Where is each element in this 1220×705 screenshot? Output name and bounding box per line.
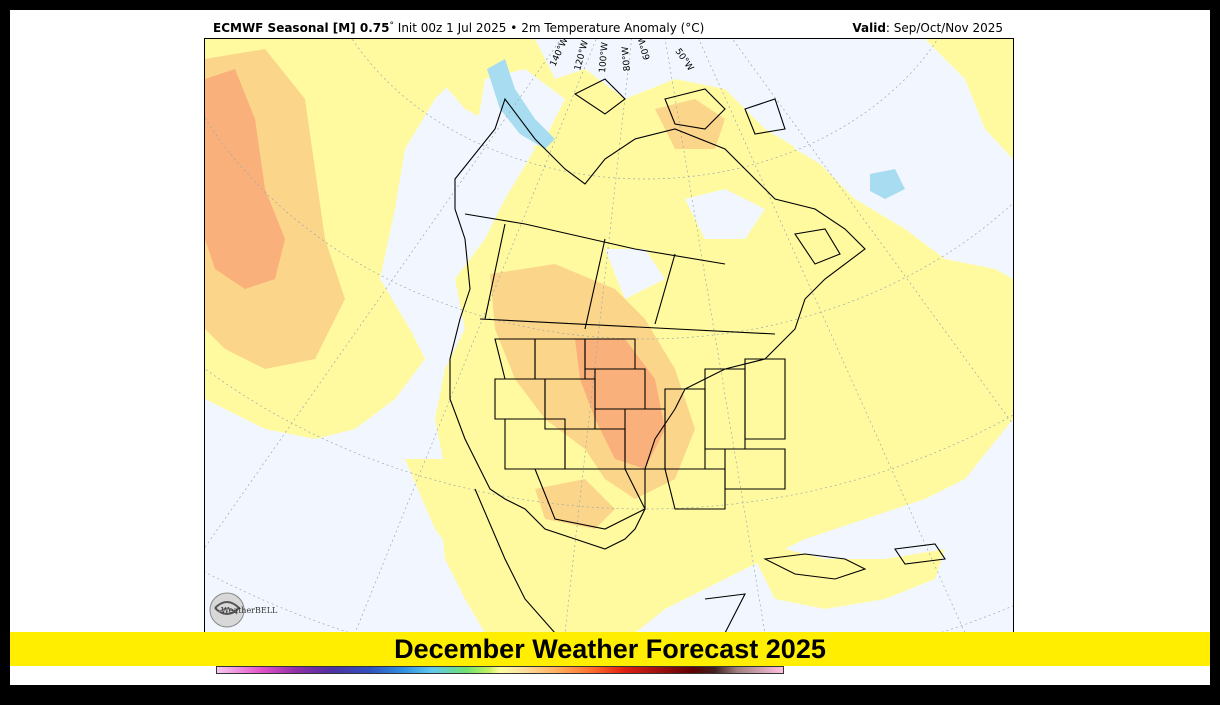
weatherbell-logo: WeatherBELL (207, 590, 287, 630)
valid-period: : Sep/Oct/Nov 2025 (885, 21, 1003, 35)
logo-mark (209, 592, 245, 628)
model-name: ECMWF Seasonal [M] 0.75 (213, 21, 390, 35)
map-canvas: 140°W 120°W 100°W 80°W 60°W 50°W (205, 39, 1013, 633)
warm-slight-regions (205, 39, 1013, 633)
map-header: ECMWF Seasonal [M] 0.75° Init 00z 1 Jul … (205, 18, 1011, 38)
separator: • (510, 21, 518, 35)
lon-label-80w: 80°W (621, 46, 633, 72)
title-banner: December Weather Forecast 2025 (10, 632, 1210, 666)
variable-label: 2m Temperature Anomaly (°C) (521, 21, 705, 35)
lon-label-60w: 60°W (637, 39, 653, 61)
color-scale-bar (216, 666, 784, 674)
header-right: Valid: Sep/Oct/Nov 2025 (852, 21, 1003, 35)
graticule (205, 39, 1013, 633)
init-time: Init 00z 1 Jul 2025 (397, 21, 507, 35)
borders (449, 78, 946, 633)
degree-mark: ° (389, 21, 394, 31)
lon-label-100w: 100°W (598, 42, 611, 73)
header-left: ECMWF Seasonal [M] 0.75° Init 00z 1 Jul … (213, 21, 704, 35)
warm-strong-regions (205, 69, 665, 469)
cool-slight-regions (487, 59, 905, 199)
banner-title: December Weather Forecast 2025 (394, 633, 826, 664)
valid-label: Valid (852, 21, 886, 35)
temperature-anomaly-map: 140°W 120°W 100°W 80°W 60°W 50°W (204, 38, 1014, 634)
logo-text: WeatherBELL (221, 606, 278, 615)
